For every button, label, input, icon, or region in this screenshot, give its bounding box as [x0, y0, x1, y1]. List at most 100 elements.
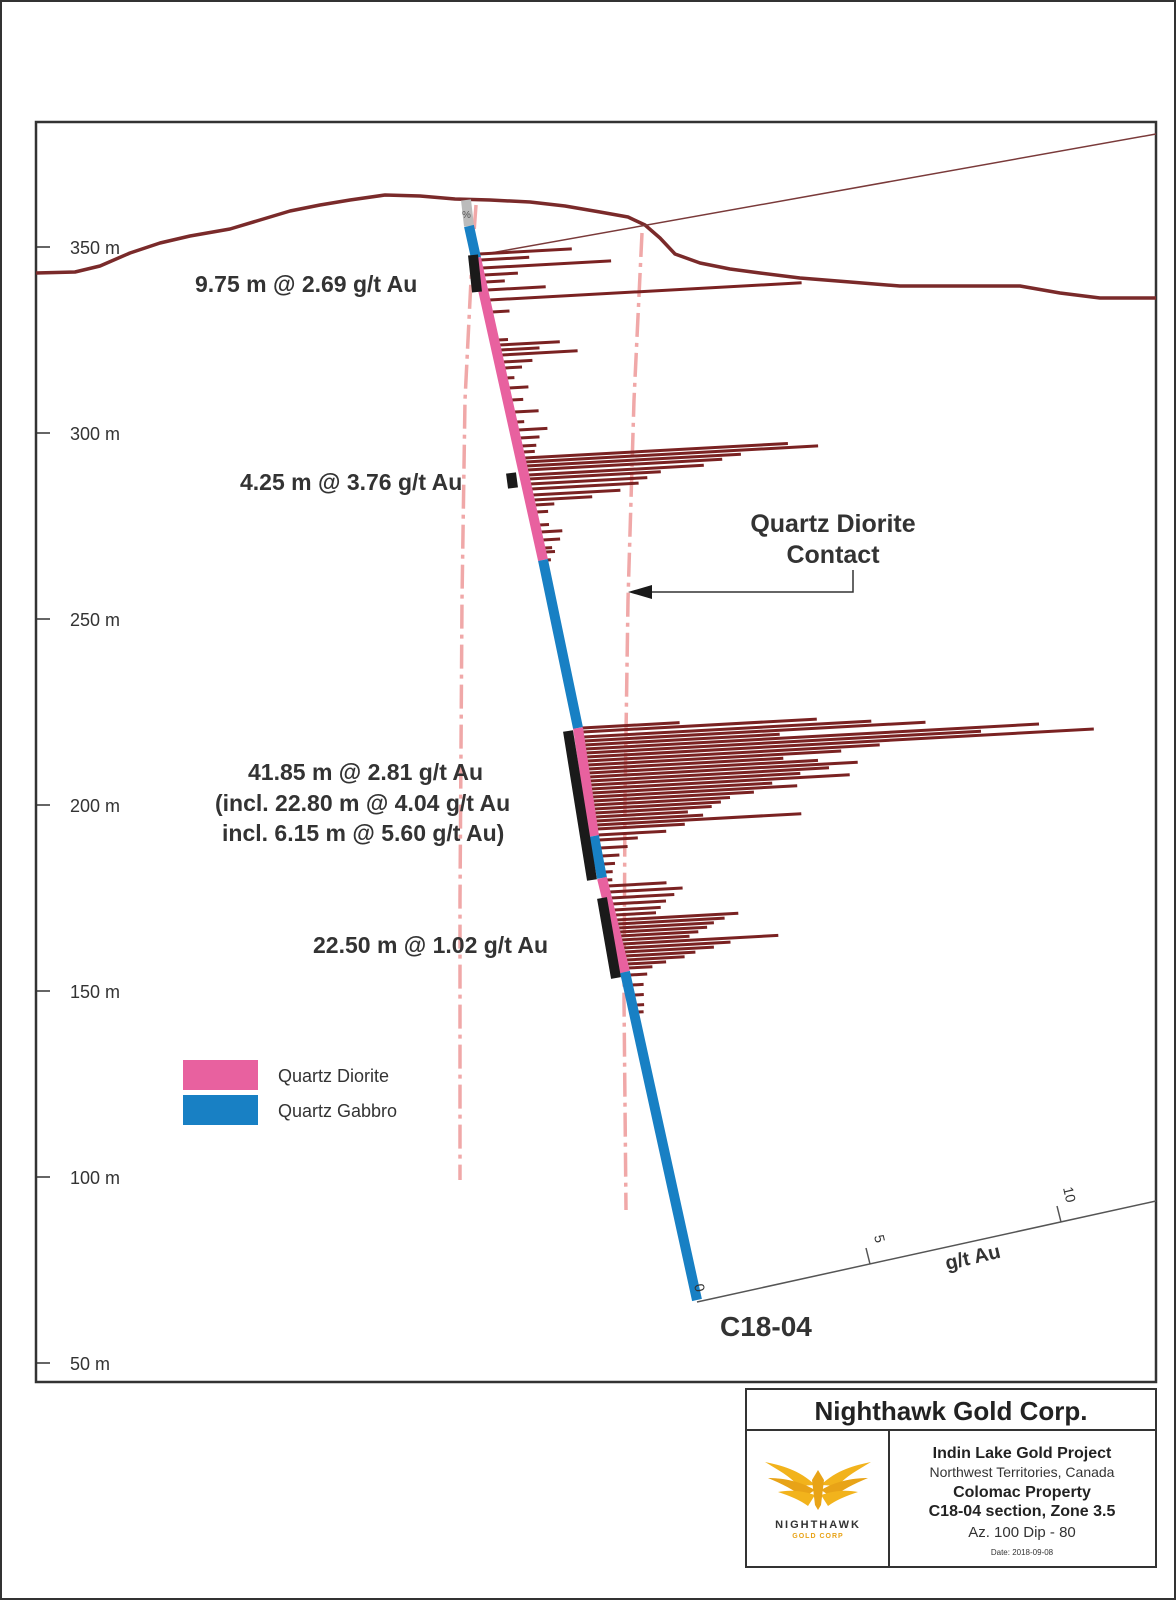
assay-bar — [625, 955, 685, 962]
elev-label-250: 250 m — [70, 610, 120, 630]
assay-bar — [487, 285, 546, 292]
assay-bar — [545, 550, 556, 554]
assay-bar — [531, 481, 639, 491]
assay-bar — [610, 893, 675, 900]
assay-bar — [614, 911, 657, 917]
assay-bar — [594, 805, 712, 815]
intercept-label-2: 4.25 m @ 3.76 g/t Au — [240, 469, 462, 495]
assay-bar — [626, 960, 667, 966]
assay-bar — [519, 435, 540, 440]
assay-bar — [504, 365, 523, 370]
assay-bar — [489, 281, 802, 302]
logo-name: NIGHTHAWK — [775, 1519, 861, 1531]
assay-scale-tick — [1056, 1205, 1062, 1223]
region-name: Northwest Territories, Canada — [930, 1464, 1115, 1480]
assay-bar — [595, 813, 704, 823]
assay-bar — [633, 993, 644, 997]
project-name: Indin Lake Gold Project — [933, 1445, 1112, 1462]
assay-bar — [582, 717, 817, 734]
assay-bar — [618, 921, 714, 930]
assay-bar — [600, 845, 628, 850]
assay-bar — [491, 309, 510, 314]
assay-bar — [581, 721, 680, 730]
assay-bar — [596, 812, 802, 827]
reference-line — [484, 133, 1157, 255]
intercept-bar — [506, 472, 518, 489]
contact-line-left — [458, 204, 478, 1180]
assay-bar — [625, 950, 696, 958]
assay-bar — [590, 771, 801, 787]
topography-line — [35, 193, 1156, 300]
intercept-label-3: 41.85 m @ 2.81 g/t Au — [248, 759, 483, 785]
assay-bar — [621, 934, 690, 942]
legend-swatch-diorite — [183, 1060, 258, 1090]
legend-label-diorite: Quartz Diorite — [278, 1066, 389, 1086]
legend-label-gabbro: Quartz Gabbro — [278, 1101, 397, 1121]
assay-bar — [480, 255, 530, 262]
intercept-label-3-sub1: (incl. 22.80 m @ 4.04 g/t Au — [215, 790, 510, 816]
section-frame — [34, 120, 1158, 1384]
assay-bar — [616, 911, 739, 922]
legend-swatch-gabbro — [183, 1095, 258, 1125]
assay-bar — [623, 940, 731, 950]
assay-bar — [619, 925, 708, 934]
assay-bar — [540, 529, 563, 534]
assay-bar — [586, 743, 880, 763]
assay-bar — [613, 905, 661, 912]
callout-arrowhead — [628, 585, 652, 599]
hole-casing — [461, 199, 474, 227]
logo-hawk-body — [812, 1470, 824, 1510]
nighthawk-logo: NIGHTHAWK GOLD CORP — [765, 1462, 871, 1540]
assay-bar — [522, 449, 535, 454]
intercept-label-4: 22.50 m @ 1.02 g/t Au — [313, 932, 548, 958]
elev-label-350: 350 m — [70, 238, 120, 258]
contact-callout: Quartz Diorite Contact — [628, 510, 916, 599]
assay-bar — [588, 758, 819, 775]
assay-bar — [479, 247, 572, 256]
logo-sub: GOLD CORP — [792, 1533, 843, 1540]
assay-bar — [528, 463, 704, 477]
assay-bar — [511, 397, 524, 402]
assay-bar — [589, 766, 830, 783]
logo-wing-left — [778, 1490, 815, 1506]
assay-bar — [627, 965, 653, 970]
assay-bar — [583, 720, 926, 743]
hole-segment-gabbro — [620, 970, 702, 1302]
assay-bar — [587, 756, 784, 771]
assay-bar — [525, 444, 819, 464]
assay-bar — [593, 796, 731, 807]
assay-bar — [532, 488, 621, 497]
assay-bar — [585, 729, 982, 755]
elev-label-50: 50 m — [70, 1354, 110, 1374]
assay-bar — [499, 340, 560, 347]
assay-bar — [498, 338, 509, 342]
company-name: Nighthawk Gold Corp. — [815, 1396, 1088, 1426]
assay-bar — [603, 861, 616, 866]
drill-hole: % — [461, 199, 702, 1302]
callout-leader — [648, 570, 854, 593]
assay-bar — [483, 271, 518, 277]
assay-bar — [583, 719, 872, 739]
elevation-axis: 350 m 300 m 250 m 200 m 150 m 100 m 50 m — [36, 238, 120, 1374]
assay-bar — [601, 853, 620, 858]
intercept-label-3-sub2: incl. 6.15 m @ 5.60 g/t Au) — [222, 820, 504, 846]
hole-segment-diorite — [471, 256, 548, 562]
assay-scale-tick-label-10: 10 — [1060, 1185, 1079, 1204]
assay-bar — [526, 457, 723, 472]
assay-bar — [585, 722, 1040, 751]
elev-label-300: 300 m — [70, 424, 120, 444]
assay-bar — [629, 972, 648, 977]
title-block: Nighthawk Gold Corp. NIGHTHAWK GOLD CORP… — [745, 1388, 1157, 1568]
assay-scale-tick-label-5: 5 — [871, 1233, 888, 1244]
assay-bar — [518, 426, 548, 432]
assay-bar — [524, 442, 788, 460]
logo-wing-right — [821, 1490, 858, 1506]
assay-bar — [609, 886, 683, 894]
elev-label-100: 100 m — [70, 1168, 120, 1188]
assay-bar — [622, 933, 779, 946]
assay-scale-tick-label-0: 0 — [691, 1282, 708, 1293]
logo-wing-left — [765, 1462, 815, 1486]
hole-segment-gabbro — [538, 558, 583, 730]
section-name: C18-04 section, Zone 3.5 — [929, 1503, 1116, 1520]
